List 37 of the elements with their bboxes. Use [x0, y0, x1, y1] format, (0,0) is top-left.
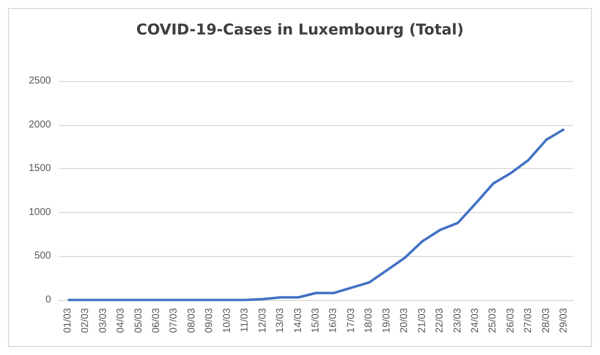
- x-tick-label: 15/03: [310, 308, 322, 334]
- x-tick-label: 21/03: [416, 308, 428, 334]
- y-tick-label: 2500: [28, 76, 52, 86]
- x-tick-label: 23/03: [452, 308, 464, 334]
- x-tick-label: 19/03: [381, 308, 392, 334]
- x-tick-label: 11/03: [240, 308, 251, 332]
- y-tick-label: 0: [45, 294, 52, 306]
- x-tick-label: 12/03: [257, 308, 268, 334]
- x-tick-label: 17/03: [346, 308, 357, 334]
- x-tick-label: 09/03: [204, 308, 216, 334]
- x-tick-label: 16/03: [328, 308, 340, 334]
- x-tick-label: 01/03: [62, 308, 74, 334]
- y-tick-label: 500: [34, 250, 52, 262]
- x-tick-label: 13/03: [275, 308, 286, 334]
- x-tick-label: 05/03: [133, 308, 144, 334]
- x-tick-label: 04/03: [116, 308, 127, 334]
- x-tick-label: 26/03: [505, 308, 516, 334]
- chart-title: COVID-19-Cases in Luxembourg (Total): [136, 20, 464, 38]
- x-tick-label: 28/03: [540, 308, 552, 334]
- x-tick-label: 18/03: [364, 308, 375, 334]
- x-tick-label: 03/03: [98, 308, 109, 334]
- x-tick-label: 22/03: [434, 308, 446, 334]
- x-tick-label: 25/03: [488, 308, 499, 334]
- y-tick-label: 2000: [28, 119, 52, 130]
- x-tick-label: 10/03: [222, 308, 233, 334]
- y-tick-label: 1500: [28, 163, 52, 174]
- x-tick-label: 06/03: [150, 308, 162, 334]
- x-tick-label: 24/03: [470, 308, 482, 334]
- x-tick-label: 14/03: [292, 308, 304, 334]
- x-tick-label: 20/03: [399, 308, 410, 334]
- x-tick-label: 08/03: [186, 308, 198, 334]
- x-tick-label: 02/03: [80, 308, 92, 334]
- x-tick-label: 07/03: [168, 308, 180, 334]
- line-series: [66, 128, 566, 302]
- x-tick-label: 29/03: [558, 308, 570, 334]
- y-tick-label: 1000: [28, 206, 52, 218]
- x-tick-label: 27/03: [523, 308, 534, 334]
